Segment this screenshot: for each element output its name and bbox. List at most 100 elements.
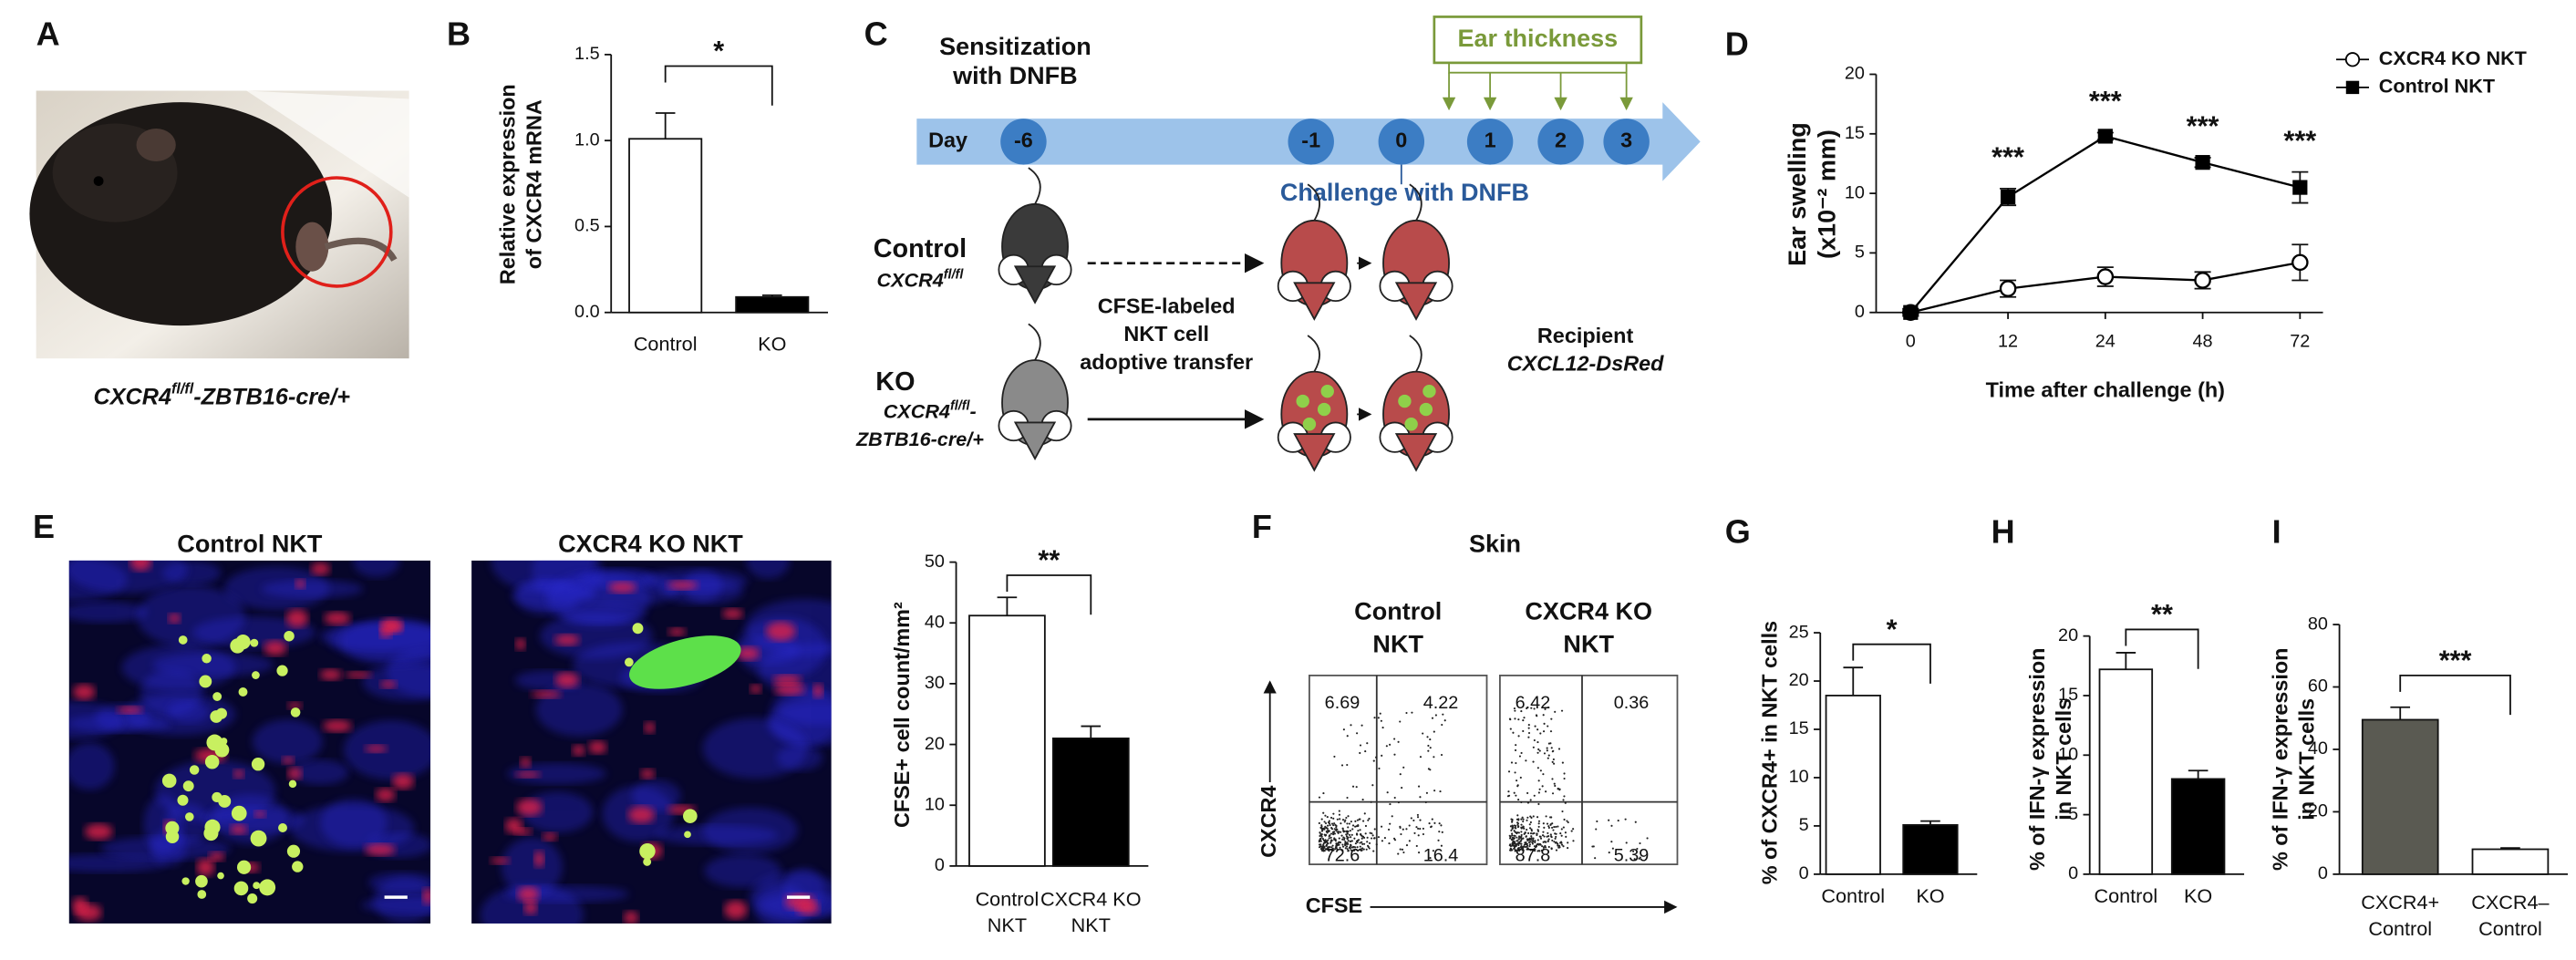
flow-event: [1509, 849, 1512, 852]
flow-event: [1350, 821, 1352, 823]
flow-event: [1419, 828, 1422, 831]
green-cell: [178, 635, 188, 645]
flow-event: [1513, 834, 1516, 837]
flow-event: [1341, 845, 1345, 848]
green-cell: [683, 809, 698, 823]
green-cell: [251, 758, 265, 771]
flow-event: [1429, 857, 1432, 860]
quadrant-value: 6.69: [1325, 693, 1360, 713]
flow-event: [1351, 785, 1355, 788]
significance-bracket: [2125, 628, 2199, 669]
x-tick-label: KO: [2184, 884, 2212, 907]
flow-event: [1624, 818, 1627, 821]
flow-event: [1391, 815, 1393, 818]
flow-event: [1526, 842, 1528, 845]
flow-event: [1428, 822, 1431, 825]
group-name: KO: [875, 367, 915, 397]
flow-event: [1536, 715, 1538, 717]
flow-event: [1438, 822, 1441, 825]
flow-event: [1559, 832, 1562, 835]
mouse-cell: [1419, 402, 1433, 417]
flow-event: [1387, 828, 1391, 831]
x-tick-label: Control: [2368, 917, 2432, 940]
flow-event: [1319, 834, 1321, 838]
flow-event: [1330, 822, 1334, 825]
ear-box: [1433, 15, 1643, 65]
flow-event: [1408, 824, 1411, 827]
x-tick-label: NKT: [988, 914, 1027, 936]
image-title: CXCR4 KO NKT: [558, 531, 743, 558]
flow-event: [1547, 742, 1551, 745]
flow-event: [1515, 744, 1517, 747]
flow-event: [1550, 836, 1553, 839]
genotype: CXCR4fl/fl-: [884, 398, 977, 422]
flow-event: [1538, 788, 1541, 790]
green-cell: [238, 687, 248, 697]
vessel: [137, 585, 245, 647]
flow-event: [1427, 768, 1430, 770]
flow-event: [1545, 815, 1547, 818]
red-cell: [295, 579, 305, 589]
flow-event: [1513, 847, 1516, 851]
recipient: Recipient: [1537, 324, 1634, 347]
significance: ***: [2439, 645, 2472, 676]
red-cell: [766, 621, 796, 641]
red-cell: [722, 608, 743, 619]
error-bar: [2188, 769, 2209, 779]
flow-event: [1532, 760, 1535, 763]
flow-axis-label: CFSE: [1306, 893, 1362, 917]
flow-event: [1338, 841, 1340, 843]
timeline-day-label: 0: [1395, 129, 1407, 152]
flow-event: [1516, 785, 1519, 788]
mouse-tail: [1028, 167, 1041, 205]
flow-event: [1532, 746, 1535, 748]
flow-event: [1543, 722, 1546, 725]
red-cell: [644, 721, 656, 734]
green-cell: [189, 765, 200, 775]
flow-event: [1342, 830, 1345, 832]
flow-event: [1632, 850, 1635, 852]
genotype-part: CXCR4: [884, 399, 950, 422]
flow-event: [1340, 764, 1344, 767]
flow-event: [1326, 841, 1329, 844]
flow-event: [1332, 817, 1335, 820]
flow-event: [1397, 801, 1400, 804]
bar: [1825, 695, 1881, 875]
y-tick-label: 0: [935, 855, 945, 875]
flow-event: [1361, 847, 1364, 850]
flow-event: [1519, 776, 1522, 779]
y-tick-label: 5: [1799, 815, 1809, 835]
flow-event: [1397, 852, 1400, 855]
flow-event: [1336, 828, 1339, 831]
error-bar: [2500, 847, 2520, 850]
flow-header: CXCR4 KO: [1525, 598, 1652, 625]
y-tick-label: 15: [1789, 718, 1809, 738]
flow-event: [1522, 837, 1525, 840]
flow-event: [1379, 712, 1381, 715]
flow-event: [1321, 838, 1325, 841]
flow-event: [1341, 843, 1344, 846]
flow-event: [1405, 828, 1408, 831]
green-cell: [236, 860, 252, 874]
flow-event: [1556, 842, 1559, 845]
flow-event: [1325, 826, 1328, 830]
flow-header: NKT: [1563, 631, 1614, 658]
flow-event: [1359, 845, 1361, 848]
flow-event: [1526, 828, 1528, 831]
flow-event: [1348, 833, 1351, 836]
panel-letter: H: [1991, 512, 2015, 550]
flow-event: [1531, 842, 1534, 845]
timeline-day: Day: [928, 129, 967, 152]
flow-event: [1360, 837, 1363, 840]
flow-event: [1531, 849, 1534, 852]
x-tick-label: 24: [2095, 331, 2116, 351]
timeline-day-label: -6: [1014, 129, 1033, 152]
flow-event: [1357, 830, 1360, 832]
flow-event: [1320, 825, 1323, 828]
flow-event: [1511, 832, 1514, 835]
flow-event: [1551, 826, 1554, 829]
vessel: [211, 794, 289, 844]
flow-event: [1341, 827, 1344, 830]
green-blob: [629, 635, 741, 689]
flow-event: [1545, 841, 1547, 843]
